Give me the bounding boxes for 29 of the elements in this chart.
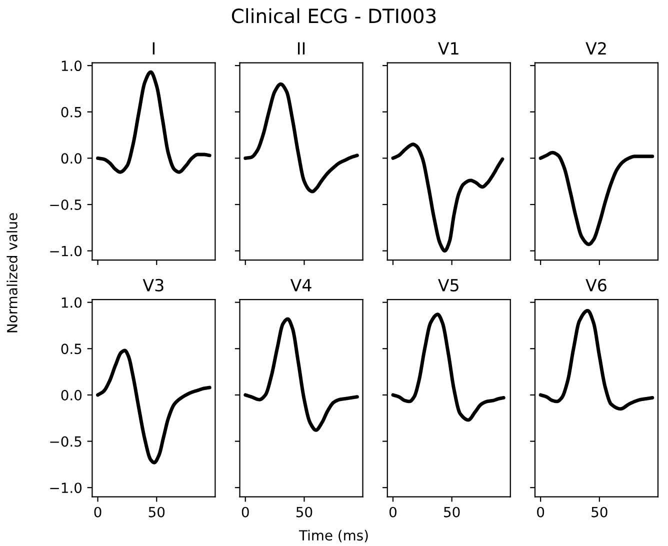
x-tick-label: 0 bbox=[389, 506, 396, 518]
x-tick-label: 50 bbox=[148, 506, 165, 518]
y-tick-label: 1.0 bbox=[62, 297, 82, 308]
y-tick-label: −0.5 bbox=[50, 436, 82, 447]
chart-title: I bbox=[152, 42, 155, 54]
y-tick-label: 0.5 bbox=[61, 344, 82, 354]
chart-title: V5 bbox=[438, 279, 458, 292]
x-tick-label: 0 bbox=[94, 506, 102, 518]
y-tick-label: −1.0 bbox=[50, 246, 82, 256]
chart-title: V1 bbox=[438, 42, 458, 54]
text: Clinical ECG - DTI003 bbox=[232, 8, 436, 24]
y-tick-label: 1.0 bbox=[62, 60, 82, 72]
x-tick-label: 0 bbox=[537, 506, 544, 518]
y-tick-label: 0.5 bbox=[61, 106, 82, 118]
x-tick-label: 50 bbox=[444, 506, 460, 518]
x-tick-label: 50 bbox=[592, 506, 608, 518]
y-tick-label: 0.0 bbox=[61, 390, 82, 400]
chart-title: V2 bbox=[586, 42, 606, 54]
y-tick-label: 0.0 bbox=[61, 153, 82, 164]
chart-title: V6 bbox=[586, 278, 606, 292]
y-tick-label: −0.5 bbox=[50, 199, 82, 210]
x-tick-label: 0 bbox=[242, 506, 249, 518]
chart-title: V3 bbox=[142, 278, 164, 292]
text: Time (ms) bbox=[298, 530, 368, 542]
y-tick-label: −1.0 bbox=[50, 482, 82, 494]
x-tick-label: 50 bbox=[296, 506, 312, 518]
chart-title: II bbox=[298, 42, 305, 54]
chart-title: V4 bbox=[290, 279, 312, 292]
text: Normalized value bbox=[6, 213, 18, 332]
